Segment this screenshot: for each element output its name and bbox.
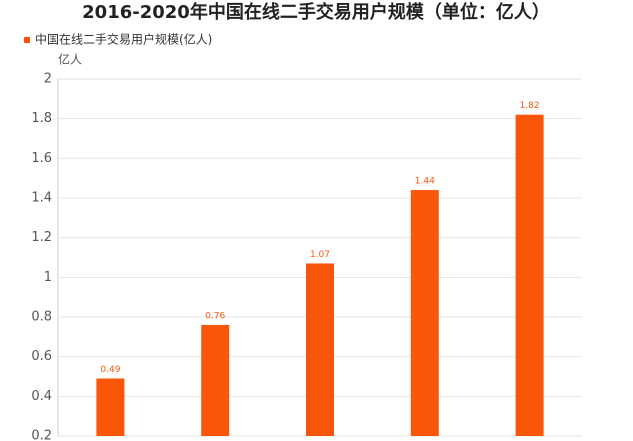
- y-unit: 亿人: [58, 52, 82, 67]
- y-tick-label: 1.8: [31, 111, 52, 126]
- y-tick-label: 0.2: [31, 429, 52, 441]
- y-tick-label: 1.4: [31, 191, 52, 206]
- chart-title: 2016-2020年中国在线二手交易用户规模（单位：亿人）: [82, 1, 550, 23]
- value-label: 0.49: [100, 365, 120, 375]
- value-label: 1.82: [520, 101, 540, 111]
- y-tick-label: 1.2: [31, 230, 52, 245]
- y-tick-label: 1.6: [31, 151, 52, 166]
- bar: [410, 190, 439, 436]
- y-tick-label: 0.4: [31, 389, 52, 404]
- legend-label: 中国在线二手交易用户规模(亿人): [35, 32, 212, 47]
- legend-swatch: [24, 37, 30, 43]
- bar: [96, 378, 125, 436]
- value-label: 1.44: [415, 177, 435, 187]
- y-tick-label: 0.8: [31, 310, 52, 325]
- bar: [201, 324, 230, 436]
- y-tick-label: 0.6: [31, 349, 52, 364]
- value-label: 1.07: [310, 250, 330, 260]
- y-tick-label: 1: [44, 270, 52, 285]
- bar: [515, 114, 544, 436]
- value-label: 0.76: [205, 311, 225, 321]
- y-tick-label: 2: [44, 72, 52, 87]
- bar: [306, 263, 334, 436]
